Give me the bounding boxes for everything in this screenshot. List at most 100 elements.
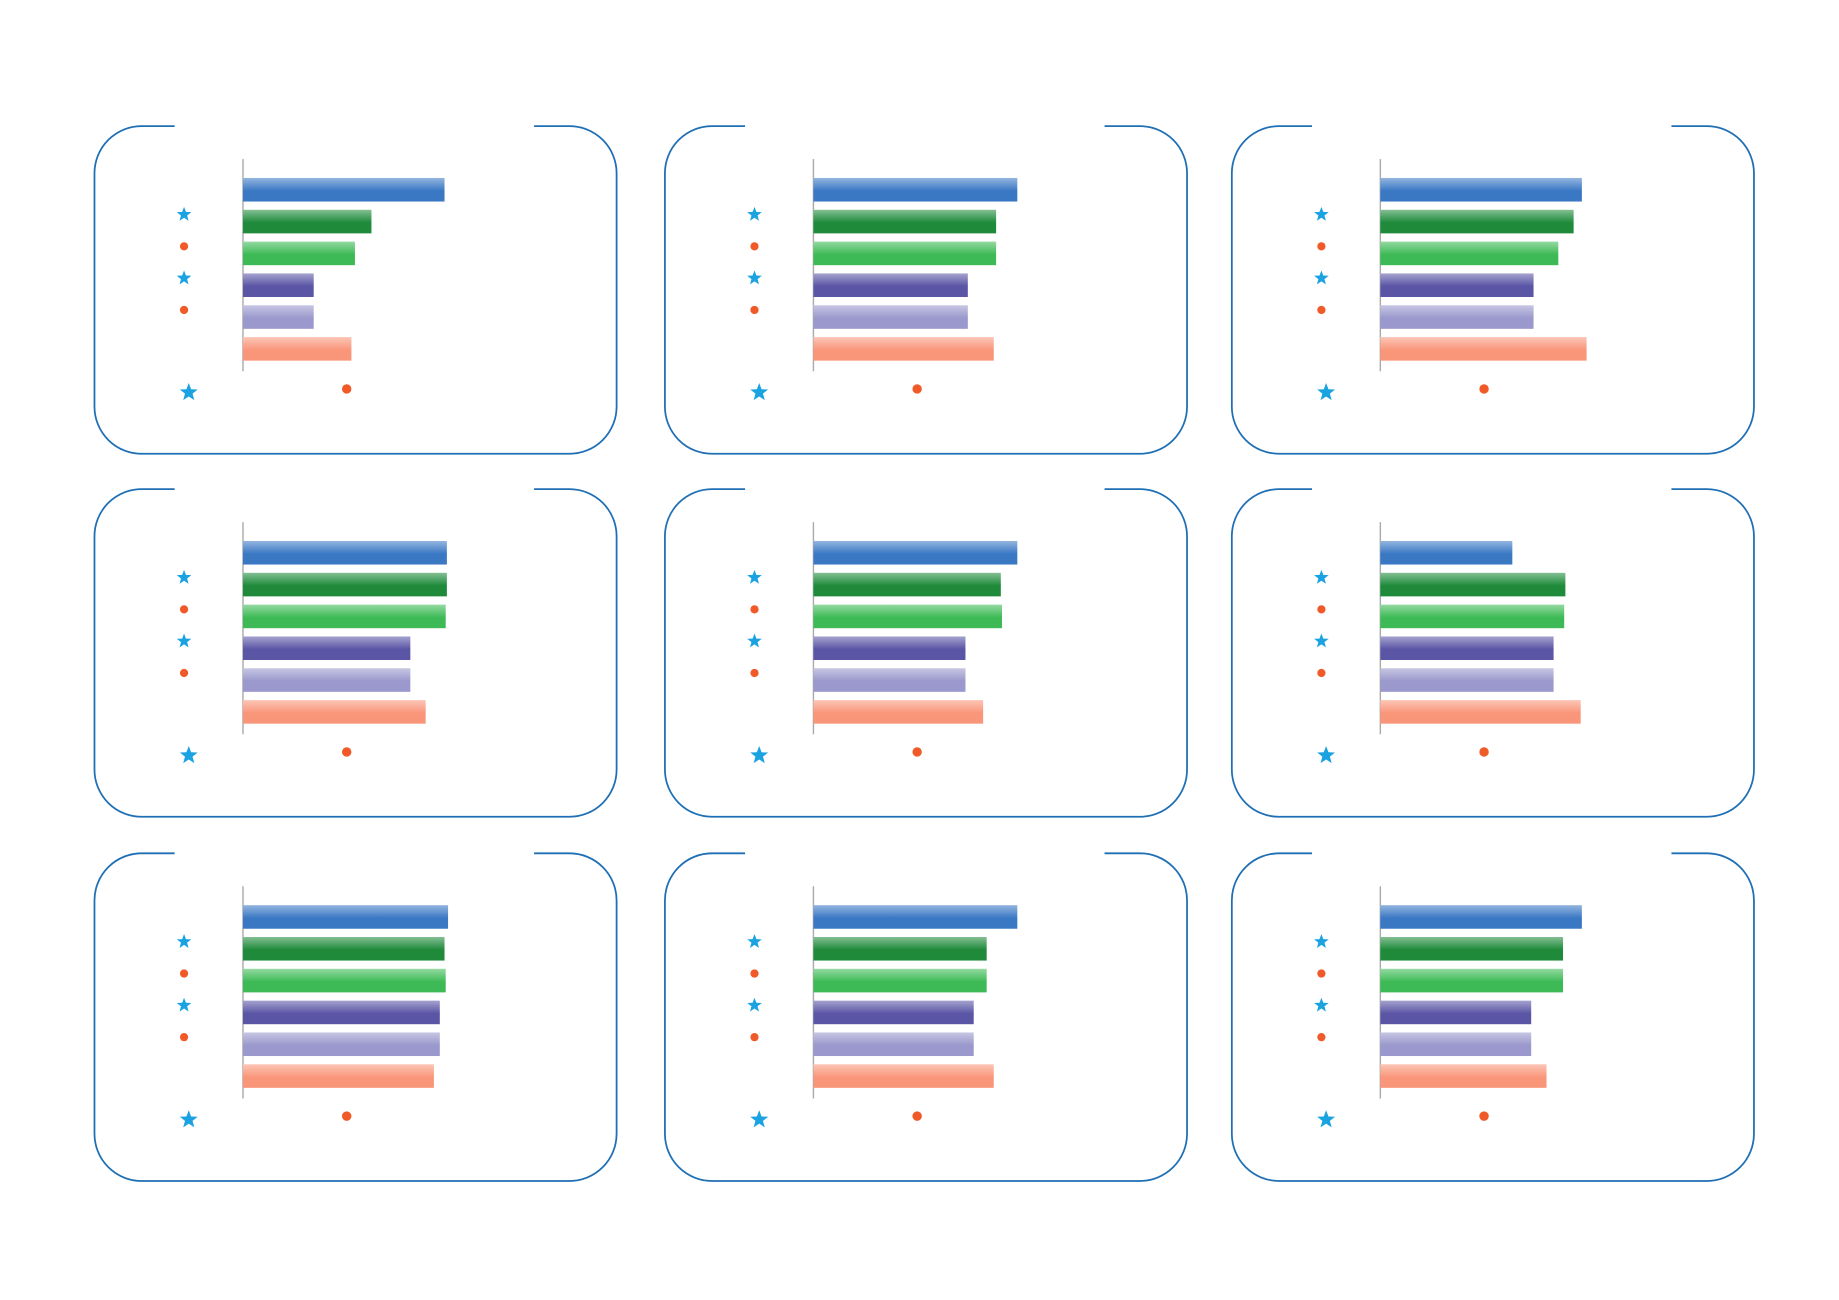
bar bbox=[242, 905, 449, 929]
star-icon bbox=[176, 934, 192, 948]
bar bbox=[1380, 540, 1513, 565]
chart-panel bbox=[664, 488, 1188, 818]
dot-icon bbox=[341, 1111, 352, 1121]
bar bbox=[1380, 604, 1565, 629]
bar bbox=[1380, 636, 1554, 661]
panel-frame bbox=[93, 852, 618, 1182]
panel-frame bbox=[664, 125, 1188, 455]
panel-frame bbox=[1230, 488, 1755, 818]
dot-icon bbox=[750, 668, 759, 678]
chart-panel bbox=[1230, 852, 1755, 1182]
dot-icon bbox=[1479, 747, 1489, 757]
star-icon bbox=[747, 270, 762, 285]
bar bbox=[813, 1000, 974, 1025]
star-icon bbox=[1314, 633, 1329, 648]
bar bbox=[242, 177, 445, 202]
dot-icon bbox=[912, 384, 922, 394]
chart-panel bbox=[93, 125, 618, 455]
dot-icon bbox=[750, 305, 759, 315]
bar bbox=[813, 968, 987, 993]
bar bbox=[813, 905, 1018, 929]
dot-icon bbox=[341, 384, 352, 394]
star-icon bbox=[1317, 1110, 1336, 1128]
dot-icon bbox=[1317, 242, 1326, 251]
chart-panel bbox=[93, 488, 618, 818]
dot-icon bbox=[1317, 1033, 1326, 1042]
star-icon bbox=[1314, 270, 1329, 285]
bar bbox=[813, 1064, 994, 1088]
chart-panel bbox=[664, 125, 1188, 455]
bar bbox=[813, 636, 966, 661]
bar bbox=[1380, 700, 1581, 724]
star-icon bbox=[179, 1110, 198, 1128]
dot-icon bbox=[912, 1111, 922, 1121]
dot-icon bbox=[1479, 1111, 1489, 1121]
bar bbox=[242, 636, 411, 661]
dot-icon bbox=[750, 1033, 759, 1042]
bar bbox=[242, 273, 314, 298]
bar bbox=[1380, 1000, 1532, 1025]
star-icon bbox=[747, 997, 762, 1012]
star-icon bbox=[750, 383, 769, 401]
bar bbox=[242, 936, 445, 961]
bar bbox=[1380, 209, 1574, 234]
star-icon bbox=[176, 997, 192, 1012]
panel-frame bbox=[664, 488, 1188, 818]
dot-icon bbox=[912, 747, 922, 757]
bar bbox=[813, 540, 1018, 565]
bar bbox=[813, 1032, 974, 1057]
dot-icon bbox=[1317, 668, 1326, 678]
star-icon bbox=[747, 569, 762, 584]
bar bbox=[242, 604, 446, 629]
chart-panel bbox=[93, 852, 618, 1182]
panel-frame bbox=[1230, 852, 1755, 1182]
bar bbox=[813, 604, 1003, 629]
dot-icon bbox=[750, 969, 759, 978]
star-icon bbox=[179, 383, 198, 401]
dot-icon bbox=[750, 605, 759, 614]
star-icon bbox=[176, 270, 192, 285]
star-icon bbox=[1317, 383, 1336, 401]
bar bbox=[813, 241, 997, 266]
dot-icon bbox=[179, 969, 189, 978]
bar bbox=[813, 337, 994, 361]
dot-icon bbox=[179, 668, 189, 678]
bar bbox=[813, 668, 966, 692]
bar bbox=[813, 305, 968, 329]
bar bbox=[242, 968, 446, 993]
star-icon bbox=[1317, 746, 1336, 764]
star-icon bbox=[179, 746, 198, 764]
bar bbox=[813, 700, 984, 724]
bar bbox=[242, 540, 447, 565]
dot-icon bbox=[179, 305, 189, 315]
bar bbox=[1380, 337, 1587, 361]
bar bbox=[242, 572, 447, 597]
bar bbox=[813, 177, 1018, 202]
star-icon bbox=[176, 633, 192, 648]
dot-icon bbox=[1317, 605, 1326, 614]
star-icon bbox=[1314, 206, 1329, 221]
star-icon bbox=[1314, 997, 1329, 1012]
star-icon bbox=[750, 746, 769, 764]
panel-frame bbox=[664, 852, 1188, 1182]
bar bbox=[242, 305, 314, 329]
bar bbox=[1380, 1064, 1547, 1088]
bar bbox=[1380, 177, 1582, 202]
bar bbox=[1380, 241, 1559, 266]
star-icon bbox=[747, 633, 762, 648]
bar bbox=[242, 1032, 440, 1057]
bar bbox=[242, 1064, 434, 1088]
bar bbox=[813, 572, 1001, 597]
star-icon bbox=[176, 206, 192, 221]
dot-icon bbox=[179, 605, 189, 614]
star-icon bbox=[747, 206, 762, 221]
chart-panel bbox=[1230, 488, 1755, 818]
panel-frame bbox=[93, 488, 618, 818]
dot-icon bbox=[179, 242, 189, 251]
star-icon bbox=[1314, 934, 1329, 948]
dot-icon bbox=[1479, 384, 1489, 394]
bar bbox=[1380, 905, 1582, 929]
bar bbox=[242, 700, 426, 724]
bar bbox=[813, 273, 968, 298]
